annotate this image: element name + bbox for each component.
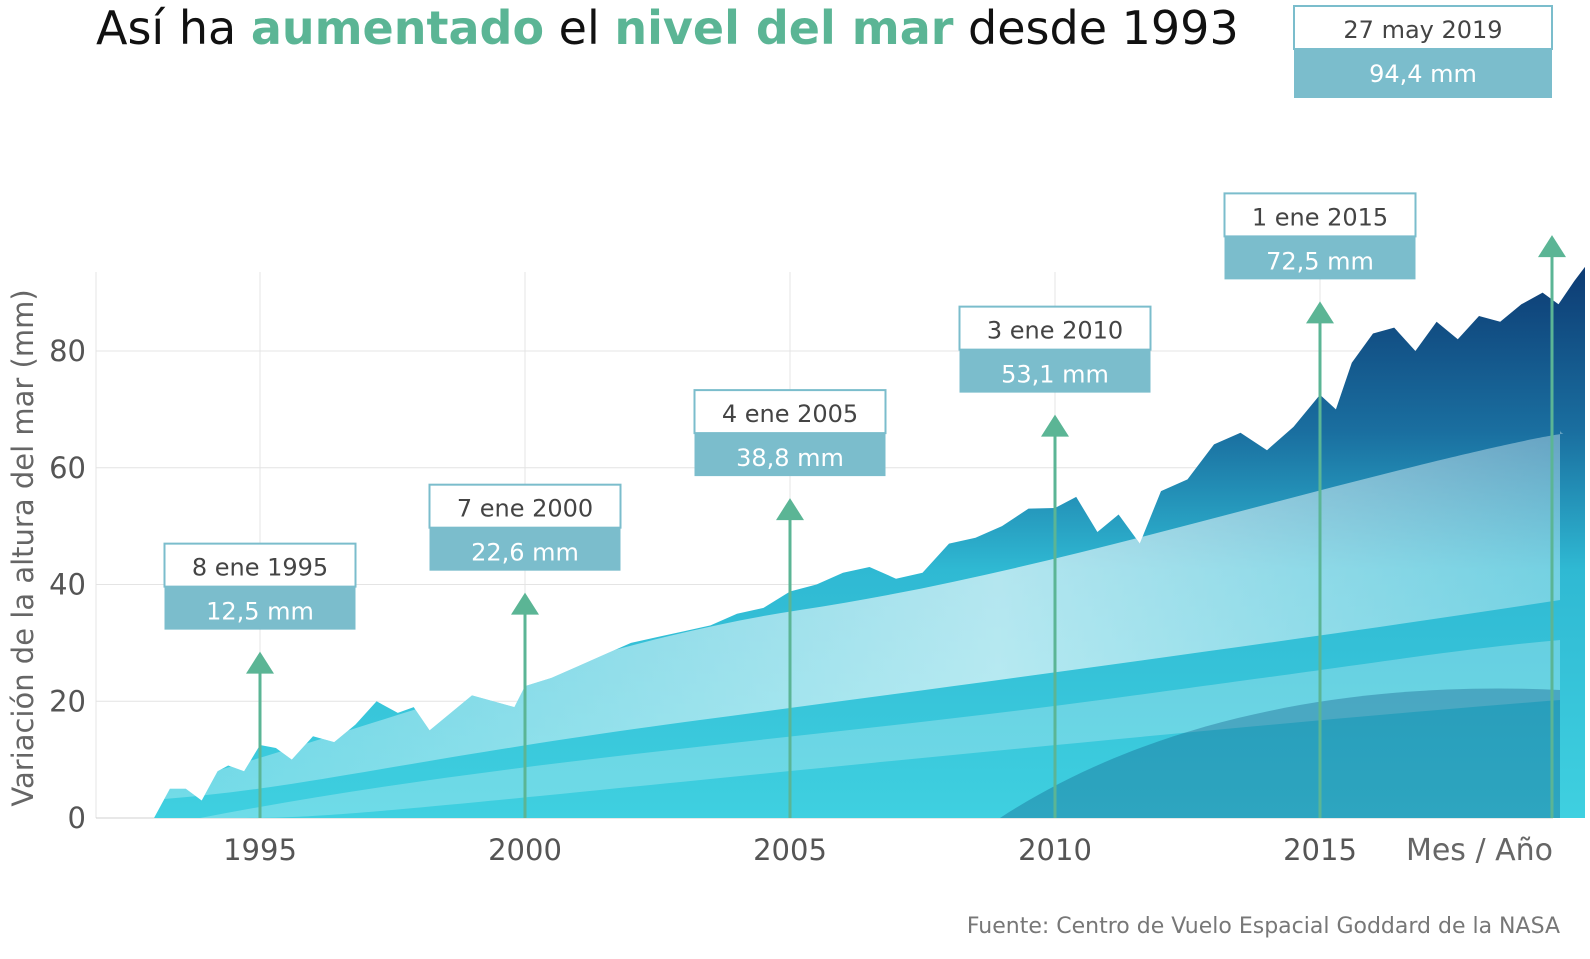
foam-band [200, 640, 1560, 818]
y-tick-label: 60 [49, 451, 86, 485]
foam-band [154, 430, 1564, 800]
annotation-arrow-head [511, 592, 539, 615]
annotation-value: 94,4 mm [1369, 60, 1477, 88]
annotation-value-box [1224, 236, 1416, 280]
annotation: 7 ene 2000 22,6 mm [428, 483, 622, 818]
chart-title: Así ha aumentado el nivel del mar desde … [96, 1, 1239, 55]
annotation-value-box [959, 349, 1151, 393]
annotation-value: 38,8 mm [736, 444, 844, 472]
annotation: 1 ene 2015 72,5 mm [1223, 192, 1417, 818]
annotation: 8 ene 1995 12,5 mm [163, 542, 357, 818]
annotation-date-box [958, 305, 1152, 351]
annotation-date: 4 ene 2005 [722, 400, 858, 428]
y-tick-label: 0 [68, 801, 86, 835]
annotation-arrow-head [776, 498, 804, 521]
foam-layer [154, 430, 1564, 818]
annotation-value: 22,6 mm [471, 539, 579, 567]
y-axis-label: Variación de la altura del mar (mm) [6, 289, 40, 806]
data-area [154, 266, 1585, 818]
annotation: 4 ene 2005 38,8 mm [693, 389, 887, 818]
annotation-date: 27 may 2019 [1343, 16, 1502, 44]
axes: 0 20 40 60 80 1995 2000 2005 2010 2015 [49, 334, 1357, 867]
annotation-arrow-head [1306, 301, 1334, 324]
source-note: Fuente: Centro de Vuelo Espacial Goddard… [966, 914, 1560, 939]
x-tick-label: 2010 [1018, 833, 1092, 867]
annotation-arrow-head [246, 651, 274, 674]
x-axis-label: Mes / Año [1406, 833, 1553, 868]
annotation-date-box [163, 542, 357, 588]
annotation-date: 3 ene 2010 [987, 317, 1123, 345]
annotation-value: 53,1 mm [1001, 361, 1109, 389]
x-tick-label: 1995 [223, 833, 297, 867]
annotation-value: 12,5 mm [206, 598, 314, 626]
annotation-value-box [429, 527, 621, 571]
x-tick-label: 2005 [753, 833, 827, 867]
annotation-date: 7 ene 2000 [457, 495, 593, 523]
annotation-arrow-head [1538, 235, 1566, 258]
annotation-arrow-head [1041, 414, 1069, 437]
deep-water [1000, 688, 1560, 818]
annotations: 8 ene 1995 12,5 mm 7 ene 2000 22,6 mm 4 ene … [163, 5, 1566, 818]
y-tick-label: 40 [49, 568, 86, 602]
x-tick-label: 2015 [1283, 833, 1357, 867]
annotation-value-box [1294, 49, 1552, 98]
annotation-date: 8 ene 1995 [192, 554, 328, 582]
y-tick-label: 20 [49, 684, 86, 718]
annotation-date-box [428, 483, 622, 529]
annotation: 27 may 2019 94,4 mm [1293, 5, 1566, 818]
annotation-value: 72,5 mm [1266, 247, 1374, 275]
y-tick-label: 80 [49, 334, 86, 368]
annotation-value-box [164, 586, 356, 630]
annotation-value-box [694, 433, 886, 477]
annotation-date: 1 ene 2015 [1252, 203, 1388, 231]
x-tick-label: 2000 [488, 833, 562, 867]
annotation: 3 ene 2010 53,1 mm [958, 305, 1152, 818]
sea-level-area [154, 266, 1585, 818]
